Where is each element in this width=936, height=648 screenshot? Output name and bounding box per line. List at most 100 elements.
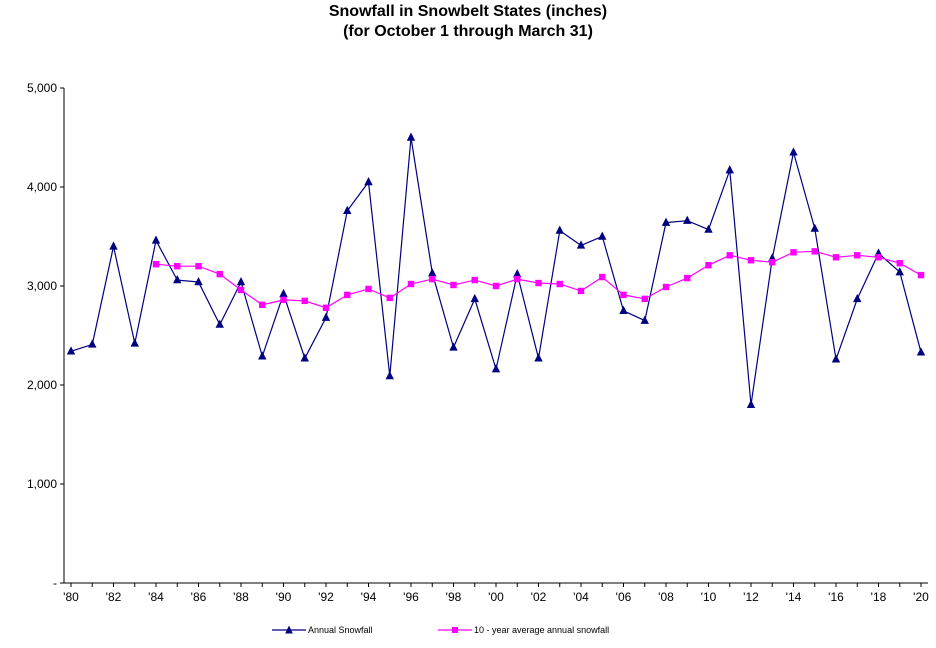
legend-swatch (438, 627, 472, 633)
data-point-triangle (449, 342, 458, 351)
legend-item-1: Annual Snowfall (272, 624, 373, 636)
data-point-square (216, 270, 223, 278)
data-point-square (322, 304, 330, 311)
data-point-triangle (406, 132, 416, 141)
data-point-triangle (130, 338, 139, 347)
data-point-square (811, 248, 818, 255)
legend-label: 10 - year average annual snowfall (474, 625, 610, 635)
data-point-triangle (810, 223, 819, 232)
data-point-square (917, 271, 925, 279)
data-point-triangle (598, 231, 607, 240)
data-point-triangle (428, 268, 437, 277)
data-point-triangle (109, 241, 118, 250)
data-point-square (492, 282, 500, 290)
axes: - 1,000 2,000 3,000 4,000 5,000 '80 '82 '84 '86 '8… (27, 81, 929, 604)
x-tick-label: '80 (63, 590, 79, 604)
data-point-square (365, 285, 372, 293)
data-point-square (854, 252, 861, 259)
data-point-square (195, 263, 202, 270)
data-point-triangle (151, 235, 161, 244)
chart-title-block: Snowfall in Snowbelt States (inches) (fo… (0, 2, 936, 42)
x-tick-label: '14 (786, 590, 802, 604)
data-point-square (174, 263, 181, 270)
data-point-square (556, 280, 563, 288)
data-point-triangle (746, 399, 756, 408)
y-tick-label: 2,000 (27, 378, 57, 392)
x-tick-label: '02 (531, 590, 547, 604)
data-point-square (726, 252, 733, 259)
data-point-square (896, 260, 903, 267)
data-point-square (450, 281, 457, 289)
data-point-triangle (661, 217, 671, 226)
data-point-triangle (789, 147, 798, 156)
x-tick-label: '84 (148, 590, 164, 604)
data-point-triangle (385, 371, 394, 380)
x-tick-label: '10 (701, 590, 717, 604)
data-point-square (535, 279, 542, 287)
legend-label: Annual Snowfall (308, 625, 373, 635)
legend-marker-triangle (285, 625, 293, 634)
series-1 (66, 132, 926, 408)
y-tick-label: 4,000 (27, 180, 57, 194)
data-point-triangle (279, 288, 288, 298)
data-point-triangle (640, 315, 649, 324)
data-point-square (471, 276, 478, 284)
y-tick-label: - (53, 576, 57, 590)
data-point-square (599, 273, 606, 281)
x-tick-label: '94 (361, 590, 377, 604)
data-point-triangle (173, 275, 182, 284)
x-tick-label: '08 (658, 590, 674, 604)
data-point-square (684, 274, 691, 282)
data-point-square (577, 287, 585, 295)
data-point-square (237, 286, 245, 294)
data-point-triangle (513, 269, 522, 278)
x-tick-label: '92 (318, 590, 334, 604)
legend-marker-square (452, 627, 458, 633)
data-point-triangle (343, 205, 352, 214)
data-point-triangle (321, 312, 331, 321)
data-point-square (152, 261, 160, 268)
legend: Annual Snowfall 10 - year average annual … (0, 624, 936, 638)
data-point-triangle (853, 293, 862, 303)
data-point-triangle (491, 364, 501, 373)
x-tick-label: '90 (276, 590, 292, 604)
series-line (155, 250, 922, 309)
data-point-triangle (194, 277, 203, 286)
data-point-square (344, 291, 351, 299)
x-tick-label: '12 (743, 590, 759, 604)
data-point-square (747, 257, 755, 264)
data-point-square (407, 280, 415, 288)
data-point-triangle (300, 353, 309, 362)
data-point-square (429, 275, 436, 283)
data-point-square (662, 283, 670, 291)
y-tick-label: 1,000 (27, 477, 57, 491)
data-point-square (641, 295, 648, 303)
x-tick-label: '96 (403, 590, 419, 604)
x-tick-label: '04 (573, 590, 589, 604)
data-point-square (769, 259, 776, 266)
series-2 (152, 248, 925, 311)
data-point-triangle (534, 353, 543, 362)
data-point-triangle (66, 346, 76, 355)
data-point-triangle (619, 305, 628, 314)
data-point-triangle (895, 267, 904, 276)
x-tick-label: '00 (488, 590, 504, 604)
chart-subtitle: (for October 1 through March 31) (343, 23, 593, 40)
chart-title: Snowfall in Snowbelt States (inches) (328, 3, 608, 20)
x-tick-label: '86 (191, 590, 207, 604)
data-point-triangle (683, 215, 692, 224)
data-point-square (280, 296, 287, 304)
legend-item-2: 10 - year average annual snowfall (438, 624, 609, 636)
data-point-triangle (215, 319, 224, 328)
data-point-triangle (258, 351, 267, 360)
x-tick-label: '20 (913, 590, 929, 604)
x-tick-label: '18 (871, 590, 887, 604)
data-point-square (259, 301, 266, 309)
data-point-triangle (576, 240, 586, 249)
data-point-square (832, 254, 840, 261)
data-point-square (875, 254, 882, 261)
data-point-square (514, 275, 521, 283)
x-tick-label: '82 (106, 590, 122, 604)
y-tick-label: 5,000 (27, 81, 57, 95)
